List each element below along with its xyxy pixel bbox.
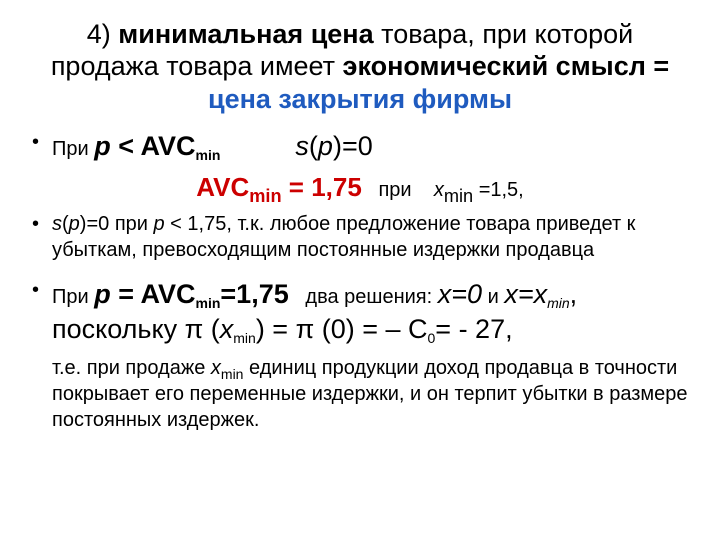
b3-t5: и [482, 286, 504, 308]
b1-sub: min [196, 147, 221, 163]
b2-p2: p [154, 213, 165, 235]
b3-sub3: min [233, 330, 256, 346]
b1-rest: )=0 [333, 131, 373, 161]
b3-t4: два решения: [289, 286, 438, 308]
b2-p1: p [69, 213, 80, 235]
b3-xm: x [220, 314, 234, 344]
b3-t8: = - 27, [435, 314, 512, 344]
b3-sub1: min [196, 295, 221, 311]
b2-s: s [52, 213, 62, 235]
bullet-list: При p < AVCmin s(p)=0 [30, 129, 690, 164]
title-bold1: минимальная цена [118, 19, 373, 49]
c-eq: = 1,75 [282, 172, 362, 202]
b3-p: p [94, 279, 111, 309]
c-sub1: min [249, 186, 281, 206]
b3-sub2: min [547, 295, 570, 311]
c-avc: AVC [196, 172, 249, 202]
c-sub2: min [444, 186, 473, 206]
b2-t2: )=0 при [80, 213, 154, 235]
center-equation: AVCmin = 1,75 при xmin =1,5, [30, 172, 690, 203]
c-pri: при [362, 179, 434, 201]
b3-x0: x=0 [438, 279, 482, 309]
trailing-text: т.е. при продаже xmin единиц продукции д… [30, 355, 690, 433]
b1-gap [220, 131, 295, 161]
b3-t2: = AVC [111, 279, 196, 309]
c-x: x [434, 179, 444, 201]
bullet-3: При p = AVCmin=1,75 два решения: x=0 и x… [30, 277, 690, 347]
b3-xx: x=x [504, 279, 547, 309]
title-blue: цена закрытия фирмы [208, 84, 512, 114]
b3-t1: При [52, 286, 94, 308]
b1-rel: < AVC [111, 131, 196, 161]
b2-t1: ( [62, 213, 69, 235]
title-bold2: экономический смысл = [343, 51, 670, 81]
b1-paren: ( [309, 131, 318, 161]
b3-t7: ) = π (0) = – C [256, 314, 428, 344]
b1-s: s [295, 131, 309, 161]
bullet-2: s(p)=0 при p < 1,75, т.к. любое предложе… [30, 211, 690, 263]
c-val: =1,5, [473, 179, 524, 201]
title-num: 4) [87, 19, 119, 49]
b1-p: p [94, 131, 111, 161]
tr-t1: т.е. при продаже [52, 357, 211, 379]
tr-x: x [211, 357, 221, 379]
tr-sub: min [221, 366, 244, 382]
b3-t3: =1,75 [220, 279, 288, 309]
b1-prefix: При [52, 138, 94, 160]
slide-title: 4) минимальная цена товара, при которой … [30, 18, 690, 115]
b1-parg: p [318, 131, 333, 161]
bullet-1: При p < AVCmin s(p)=0 [30, 129, 690, 164]
bullet-list-2: s(p)=0 при p < 1,75, т.к. любое предложе… [30, 211, 690, 347]
